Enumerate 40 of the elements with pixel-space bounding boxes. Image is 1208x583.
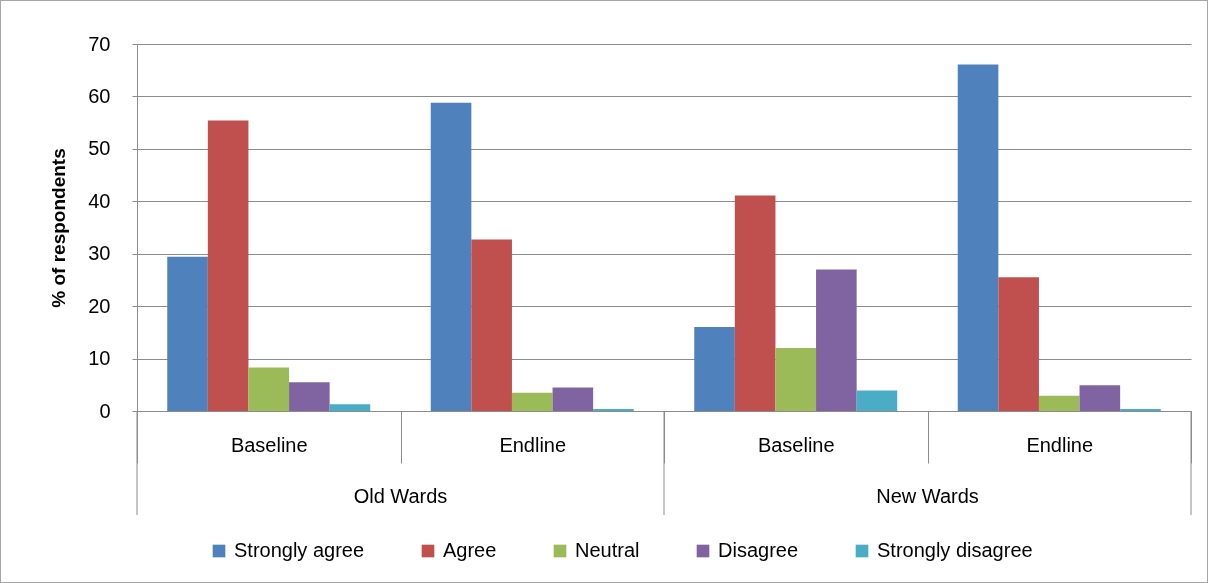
x-tick-label: Endline xyxy=(499,433,567,456)
x-tick-label: Baseline xyxy=(757,433,835,456)
bar xyxy=(471,239,512,411)
legend-label: Strongly disagree xyxy=(877,539,1033,561)
bar xyxy=(1120,408,1161,411)
y-axis-title: % of respondents xyxy=(48,148,70,308)
y-tick-label: 30 xyxy=(88,242,111,265)
y-tick-label: 10 xyxy=(88,347,111,370)
y-tick-label: 20 xyxy=(88,294,111,317)
text: Old Wards xyxy=(353,485,448,507)
bar xyxy=(248,367,290,411)
bar xyxy=(207,120,249,411)
bar xyxy=(552,387,594,411)
bar xyxy=(289,382,330,411)
bar xyxy=(329,404,371,411)
legend-label: Disagree xyxy=(718,539,799,561)
bar xyxy=(775,348,817,411)
legend-label: Strongly agree xyxy=(234,539,365,561)
bar xyxy=(1079,385,1121,411)
y-tick-label: 0 xyxy=(99,399,111,422)
legend-label: Agree xyxy=(443,539,497,561)
bar xyxy=(430,102,472,411)
bar xyxy=(856,390,898,411)
bar xyxy=(167,256,208,411)
text: New Wards xyxy=(876,485,979,507)
bar xyxy=(511,392,553,411)
bar xyxy=(694,327,735,411)
bar xyxy=(734,195,776,411)
y-tick-label: 60 xyxy=(88,84,111,107)
y-tick-label: 70 xyxy=(88,32,111,55)
x-tick-label: Endline xyxy=(1026,433,1094,456)
bar xyxy=(593,408,634,411)
bar xyxy=(998,277,1039,411)
y-tick-label: 50 xyxy=(88,137,111,160)
bar xyxy=(1038,395,1080,411)
y-tick-label: 40 xyxy=(88,189,111,212)
legend-label: Neutral xyxy=(575,539,640,561)
bar xyxy=(816,269,857,411)
bar xyxy=(957,64,999,411)
x-tick-label: Baseline xyxy=(230,433,308,456)
